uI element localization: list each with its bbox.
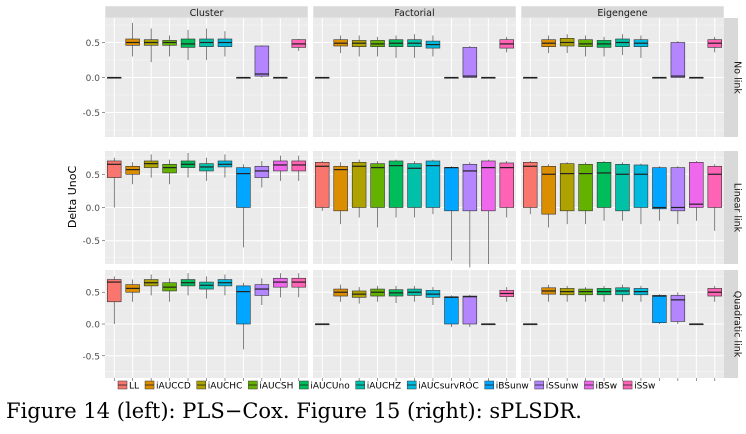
box-iaucuno [180,38,196,48]
box-ll [107,279,122,303]
y-axis-label: Delta UnoC [66,166,79,229]
box-iaucuno [596,162,612,208]
legend-label: iAUCSH [259,382,293,392]
box-ibsw [689,162,704,208]
box-ibsw [481,160,496,212]
box-iauchc [559,163,575,212]
panel-eigengene-linear-link [521,151,724,264]
box-iauccd [125,165,140,175]
box-issunw [462,47,478,78]
panel-cluster-no-link [105,18,308,137]
y-tick-label: 0.5 [86,171,100,181]
box-ibsunw [236,167,251,208]
legend-label: iBSw [595,382,617,392]
legend-item-iauccd: iAUCCD [144,380,191,392]
box-issunw [670,42,686,78]
legend-label: iSSunw [546,382,579,392]
row-strip-no-link [724,18,738,137]
box-iaucsurvroc [425,160,441,208]
box-issunw [462,295,478,325]
box-iauchz [615,163,630,212]
box-ll [315,162,330,208]
facet-label-factorial: Factorial [394,8,434,19]
panel-cluster-linear-link [105,151,308,264]
row-label-linear-link: Linear link [732,183,743,233]
box-ibsunw [236,285,251,325]
box-issw [499,162,514,208]
row-strip-quadratic-link [724,270,738,378]
legend-item-issunw: iSSunw [534,380,579,392]
figure-caption: Figure 14 (left): PLS−Cox. Figure 15 (ri… [6,399,582,423]
legend-item-iaucsurvroc: iAUCsurvROC [406,380,479,392]
box-iaucsh [162,163,177,174]
legend-label: iAUCsurvROC [418,382,479,392]
box-ibsunw [444,167,459,212]
box-iaucuno [388,160,404,208]
legend-item-ibsw: iBSw [584,380,617,392]
box-iaucsh [370,163,385,208]
legend-label: iAUCHC [208,382,243,392]
row-strip-linear-link [724,151,738,264]
box-issw [291,277,306,288]
legend-label: iAUCCD [156,382,191,392]
box-issw [707,165,722,208]
row-label-quadratic-link: Quadratic link [732,291,743,358]
legend-item-ibsunw: iBSunw [484,380,529,392]
box-ll [107,160,122,178]
legend-item-iauchz: iAUCHZ [355,380,401,392]
legend-label: iSSw [634,382,655,392]
box-ibsunw [652,167,667,210]
legend-label: iAUCUno [310,382,350,392]
legend: LL iAUCCD iAUCHC iAUCSH iAUCUno iAUCHZ iAUCsur… [117,380,655,392]
y-tick-label: 0.0 [86,74,101,84]
legend-label: iBSunw [496,382,529,392]
legend-item-issw: iSSw [622,380,655,392]
y-tick-label: 0.5 [86,39,100,49]
legend-label: LL [129,382,139,392]
box-issunw [670,295,686,322]
legend-item-iaucsh: iAUCSH [248,380,293,392]
y-tick-label: 0.5 [86,289,100,299]
box-iaucsh [578,163,593,212]
box-issunw [462,163,478,212]
box-ibsw [273,277,288,288]
box-issunw [254,45,270,77]
legend-item-iauchc: iAUCHC [196,380,243,392]
row-label-no-link: No link [732,61,743,94]
box-ll [523,162,538,208]
panel-factorial-quadratic-link [313,270,516,378]
legend-item-iaucuno: iAUCUno [299,380,350,392]
box-iaucsh [578,39,593,48]
panel-eigengene-quadratic-link [521,270,724,378]
legend-item-ll: LL [117,380,139,392]
facet-label-cluster: Cluster [190,8,224,19]
y-tick-label: 0.0 [86,204,101,214]
box-iaucsurvroc [633,164,649,208]
panel-factorial-no-link [313,18,516,137]
panel-eigengene-no-link [521,18,724,137]
faceted-boxplot-chart: Delta UnoC Cluster Factorial Eigengene No l… [66,5,743,392]
facet-label-eigengene: Eigengene [597,8,647,19]
box-iauchc [351,162,367,208]
box-iauchc [143,160,159,168]
box-ibsunw [652,295,667,324]
legend-label: iAUCHZ [367,382,401,392]
box-issunw [254,165,270,178]
y-tick-label: -0.5 [82,109,100,119]
y-tick-label: -0.5 [82,352,100,362]
box-iauccd [333,165,348,212]
y-tick-label: 0.0 [86,321,101,331]
box-issw [291,160,306,172]
y-tick-label: -0.5 [82,237,100,247]
box-issunw [254,284,270,296]
box-ibsw [273,160,288,172]
panel-factorial-linear-link [313,151,516,268]
box-ibsunw [444,296,459,325]
box-iauccd [541,165,556,215]
box-issunw [670,167,686,212]
box-iauchz [407,163,422,208]
panel-cluster-quadratic-link [105,270,308,378]
